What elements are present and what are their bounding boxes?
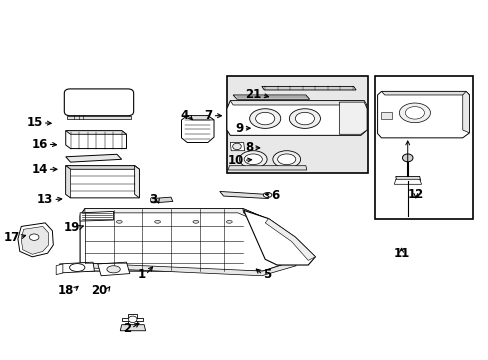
Polygon shape xyxy=(120,325,145,331)
Polygon shape xyxy=(395,176,420,181)
Polygon shape xyxy=(264,219,315,260)
Polygon shape xyxy=(230,143,244,151)
Polygon shape xyxy=(181,116,214,143)
Text: 10: 10 xyxy=(227,154,243,167)
Ellipse shape xyxy=(277,154,295,165)
Text: 5: 5 xyxy=(262,268,270,281)
Text: 15: 15 xyxy=(26,116,42,129)
Ellipse shape xyxy=(249,109,280,129)
Polygon shape xyxy=(226,101,366,135)
Polygon shape xyxy=(65,131,126,149)
Polygon shape xyxy=(66,116,131,119)
Ellipse shape xyxy=(295,112,314,125)
Text: 1: 1 xyxy=(137,268,145,281)
Polygon shape xyxy=(462,91,468,133)
Polygon shape xyxy=(219,192,268,199)
Polygon shape xyxy=(65,166,139,198)
Polygon shape xyxy=(187,116,214,120)
Text: 18: 18 xyxy=(58,284,74,297)
Ellipse shape xyxy=(232,143,241,150)
Text: 14: 14 xyxy=(31,163,47,176)
Ellipse shape xyxy=(244,154,262,165)
Polygon shape xyxy=(381,112,391,118)
Polygon shape xyxy=(228,166,306,170)
Ellipse shape xyxy=(128,316,137,323)
Polygon shape xyxy=(21,226,48,254)
Ellipse shape xyxy=(399,103,429,123)
Text: 19: 19 xyxy=(63,221,80,234)
Ellipse shape xyxy=(154,220,160,223)
Ellipse shape xyxy=(272,151,300,168)
Polygon shape xyxy=(152,197,173,203)
Ellipse shape xyxy=(255,112,274,125)
Polygon shape xyxy=(60,262,94,273)
Text: 16: 16 xyxy=(31,138,47,151)
Ellipse shape xyxy=(107,266,120,273)
Ellipse shape xyxy=(405,107,424,119)
Text: 17: 17 xyxy=(3,231,20,244)
Text: 6: 6 xyxy=(271,189,279,202)
Polygon shape xyxy=(128,314,137,325)
Polygon shape xyxy=(18,223,53,257)
Text: 4: 4 xyxy=(180,109,188,122)
Ellipse shape xyxy=(289,109,320,129)
Polygon shape xyxy=(381,91,468,95)
Text: 20: 20 xyxy=(91,284,107,297)
Ellipse shape xyxy=(402,154,412,162)
Ellipse shape xyxy=(69,264,85,271)
Text: 11: 11 xyxy=(392,247,409,260)
Polygon shape xyxy=(339,102,366,134)
Polygon shape xyxy=(122,318,143,321)
Text: 8: 8 xyxy=(244,141,253,154)
Polygon shape xyxy=(80,261,296,276)
Text: 3: 3 xyxy=(149,193,157,206)
Text: 12: 12 xyxy=(407,188,423,201)
Text: 21: 21 xyxy=(245,89,261,102)
Polygon shape xyxy=(65,166,139,169)
Ellipse shape xyxy=(150,197,155,203)
Polygon shape xyxy=(377,91,468,138)
Ellipse shape xyxy=(226,220,232,223)
Polygon shape xyxy=(243,210,315,265)
Polygon shape xyxy=(98,262,130,276)
Bar xyxy=(374,76,472,219)
Text: 7: 7 xyxy=(204,109,212,122)
Polygon shape xyxy=(85,208,269,224)
Polygon shape xyxy=(56,264,63,275)
Polygon shape xyxy=(242,208,296,261)
Ellipse shape xyxy=(193,220,198,223)
Ellipse shape xyxy=(263,193,271,198)
FancyBboxPatch shape xyxy=(64,89,133,116)
Polygon shape xyxy=(261,86,355,90)
Ellipse shape xyxy=(116,220,122,223)
Polygon shape xyxy=(80,211,113,221)
Polygon shape xyxy=(134,166,139,198)
Polygon shape xyxy=(393,179,421,184)
Ellipse shape xyxy=(239,151,266,168)
Polygon shape xyxy=(65,154,122,162)
Polygon shape xyxy=(233,95,309,99)
Text: 9: 9 xyxy=(235,122,243,135)
Polygon shape xyxy=(65,131,126,134)
Polygon shape xyxy=(80,208,296,271)
Polygon shape xyxy=(65,166,70,198)
Text: 2: 2 xyxy=(123,322,131,335)
Text: 13: 13 xyxy=(37,193,53,206)
Bar xyxy=(226,76,367,173)
Ellipse shape xyxy=(29,234,39,240)
Polygon shape xyxy=(230,101,366,105)
